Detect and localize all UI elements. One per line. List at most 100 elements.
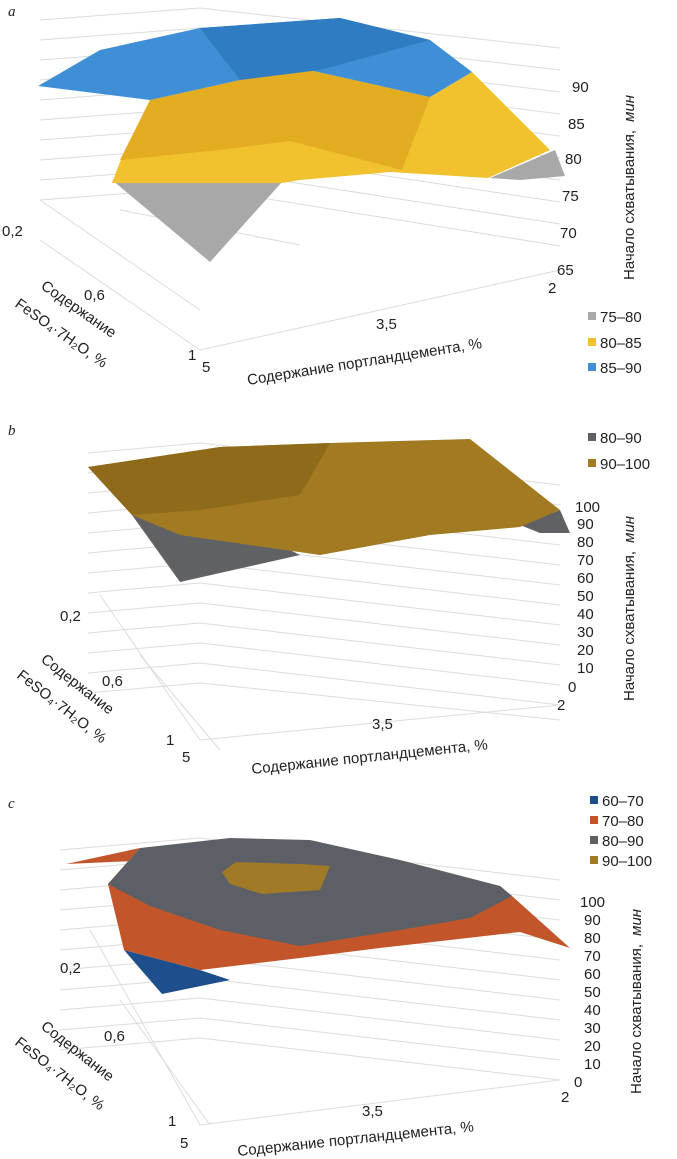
chart-b-z-ticks: 100 90 80 70 60 50 40 30 20 10 0 [568, 499, 600, 696]
x-tick: 2 [548, 280, 556, 297]
z-tick: 90 [577, 516, 594, 533]
chart-c-svg: c 100 90 80 70 60 [8, 793, 652, 1159]
y-tick: 0,2 [2, 223, 23, 240]
x-tick: 3,5 [372, 716, 393, 733]
z-tick: 85 [568, 116, 585, 133]
z-tick: 90 [584, 912, 601, 929]
x-tick: 3,5 [362, 1103, 383, 1120]
x-tick: 5 [180, 1135, 188, 1152]
z-tick: 40 [584, 1002, 601, 1019]
legend-swatch [588, 338, 596, 346]
x-axis-label: Содержание портландцемента, % [251, 736, 489, 778]
x-tick: 2 [557, 697, 565, 714]
z-tick: 30 [577, 624, 594, 641]
z-tick: 80 [584, 930, 601, 947]
z-tick: 70 [584, 948, 601, 965]
legend-label: 80–90 [600, 430, 642, 447]
x-tick: 3,5 [376, 316, 397, 333]
z-tick: 10 [577, 660, 594, 677]
z-tick: 60 [584, 966, 601, 983]
legend-label: 80–85 [600, 335, 642, 352]
chart-c-surface [66, 838, 570, 994]
chart-panel-c: c 100 90 80 70 60 [0, 780, 677, 1159]
y-tick: 1 [166, 732, 174, 749]
surface-a-region-75-80 [490, 150, 565, 180]
z-tick: 40 [577, 606, 594, 623]
y-tick: 0,6 [104, 1028, 125, 1045]
legend-swatch [590, 816, 598, 824]
z-tick: 50 [584, 984, 601, 1001]
x-tick: 2 [561, 1089, 569, 1106]
z-tick: 80 [565, 151, 582, 168]
y-tick: 0,2 [60, 960, 81, 977]
chart-b-surface [88, 439, 570, 582]
z-tick: 70 [560, 225, 577, 242]
z-tick: 60 [577, 570, 594, 587]
legend-swatch [590, 836, 598, 844]
x-tick: 5 [182, 749, 190, 766]
chart-a-surface [38, 18, 565, 262]
z-tick: 65 [557, 262, 574, 279]
z-tick: 30 [584, 1020, 601, 1037]
legend-label: 90–100 [600, 456, 650, 473]
z-axis-label-unit: мин [628, 909, 645, 936]
legend-swatch [590, 796, 598, 804]
chart-a-z-ticks: 90 85 80 75 70 65 [557, 79, 589, 279]
z-axis-label: Начало схватывания, мин [628, 909, 645, 1094]
surface-b-region-80-90 [520, 510, 570, 533]
z-tick: 75 [562, 188, 579, 205]
y-tick: 0,6 [102, 673, 123, 690]
surface-c-region-80-90 [108, 838, 512, 946]
z-tick: 100 [580, 894, 605, 911]
legend-label: 75–80 [600, 309, 642, 326]
z-axis-label-unit: мин [621, 95, 638, 122]
legend-label: 80–90 [602, 833, 644, 850]
z-axis-label: Начало схватывания, мин [621, 516, 638, 701]
surface-c-region-90-100 [222, 862, 330, 894]
legend-swatch [588, 459, 596, 467]
chart-a-legend: 75–80 80–85 85–90 [588, 309, 642, 377]
z-tick: 70 [577, 552, 594, 569]
z-axis-label-unit: мин [621, 516, 638, 543]
z-tick: 90 [572, 79, 589, 96]
chart-c-legend: 60–70 70–80 80–90 90–100 [590, 793, 652, 870]
surface-b-region-90-100 [88, 443, 330, 515]
chart-panel-a: a 90 85 [0, 0, 677, 395]
z-tick: 20 [584, 1038, 601, 1055]
chart-a-svg: a 90 85 [2, 4, 642, 389]
legend-label: 85–90 [600, 360, 642, 377]
z-axis-label-main: Начало схватывания, [628, 944, 645, 1094]
z-axis-label-main: Начало схватывания, [621, 130, 638, 280]
x-tick: 5 [202, 359, 210, 376]
y-tick: 1 [168, 1113, 176, 1130]
z-tick: 0 [574, 1074, 582, 1091]
z-tick: 20 [577, 642, 594, 659]
z-tick: 10 [584, 1056, 601, 1073]
surface-a-region-75-80 [112, 180, 282, 262]
surface-a-region-85-90 [200, 18, 430, 80]
z-tick: 80 [577, 534, 594, 551]
x-axis-label: Содержание портландцемента, % [237, 1118, 475, 1159]
panel-label-b: b [8, 423, 16, 439]
panel-label-a: a [8, 4, 16, 20]
chart-b-svg: b 100 90 80 70 [8, 423, 650, 778]
chart-panel-b: b 100 90 80 70 [0, 395, 677, 780]
chart-b-legend: 80–90 90–100 [588, 430, 650, 473]
legend-swatch [588, 433, 596, 441]
legend-swatch [588, 312, 596, 320]
y-tick: 0,2 [60, 608, 81, 625]
panel-label-c: c [8, 796, 15, 812]
z-axis-label: Начало схватывания, мин [621, 95, 638, 280]
z-tick: 0 [568, 679, 576, 696]
z-axis-label-main: Начало схватывания, [621, 551, 638, 701]
z-tick: 100 [575, 499, 600, 516]
surface-c-region-60-70 [124, 950, 230, 994]
z-tick: 50 [577, 588, 594, 605]
y-tick: 1 [188, 347, 196, 364]
y-tick: 0,6 [84, 287, 105, 304]
legend-swatch [588, 363, 596, 371]
legend-label: 70–80 [602, 813, 644, 830]
x-axis-label: Содержание портландцемента, % [246, 335, 483, 389]
legend-label: 60–70 [602, 793, 644, 810]
chart-c-z-ticks: 100 90 80 70 60 50 40 30 20 10 0 [574, 894, 605, 1091]
